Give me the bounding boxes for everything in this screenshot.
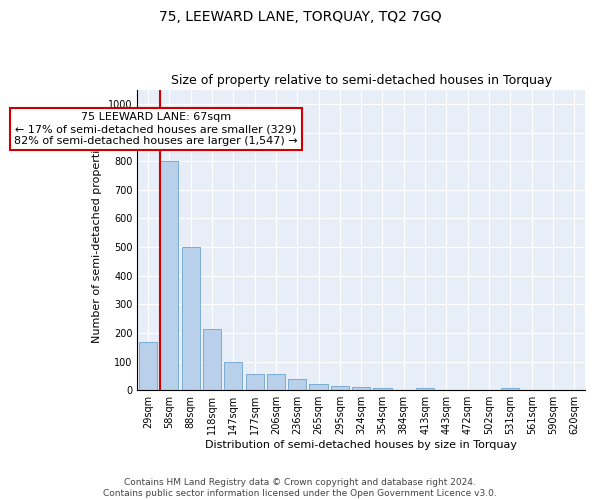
Text: Contains HM Land Registry data © Crown copyright and database right 2024.
Contai: Contains HM Land Registry data © Crown c… [103,478,497,498]
Bar [373,388,392,390]
Bar [160,161,178,390]
Text: 75 LEEWARD LANE: 67sqm  
← 17% of semi-detached houses are smaller (329)
82% of : 75 LEEWARD LANE: 67sqm ← 17% of semi-det… [14,112,298,146]
Bar [224,362,242,390]
Bar [245,374,263,390]
Bar [139,342,157,390]
Bar [331,386,349,390]
Y-axis label: Number of semi-detached properties: Number of semi-detached properties [92,137,103,343]
Bar [416,388,434,390]
Bar [288,380,306,390]
Bar [267,374,285,390]
Text: 75, LEEWARD LANE, TORQUAY, TQ2 7GQ: 75, LEEWARD LANE, TORQUAY, TQ2 7GQ [158,10,442,24]
Bar [310,384,328,390]
Bar [352,388,370,390]
Bar [182,247,200,390]
Title: Size of property relative to semi-detached houses in Torquay: Size of property relative to semi-detach… [170,74,552,87]
X-axis label: Distribution of semi-detached houses by size in Torquay: Distribution of semi-detached houses by … [205,440,517,450]
Bar [502,388,520,390]
Bar [203,328,221,390]
